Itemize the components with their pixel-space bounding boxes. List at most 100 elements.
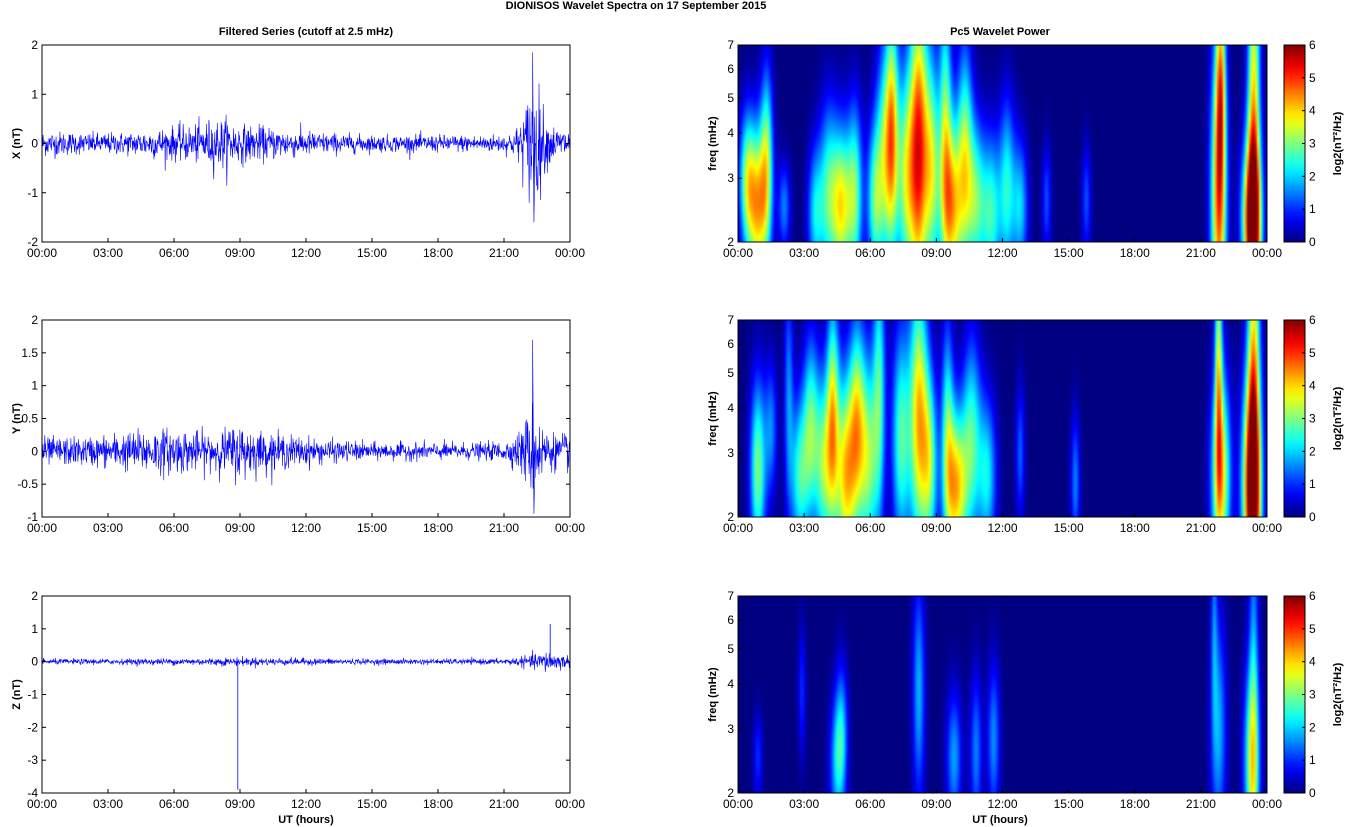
- ts-2-xtick-label: 21:00: [489, 797, 519, 811]
- ts-0-signal-line: [41, 52, 571, 223]
- wv-0-ytick-label: 3: [727, 171, 734, 185]
- wv-1-ylabel: freq (mHz): [707, 391, 719, 446]
- ts-1-xtick-label: 12:00: [291, 521, 321, 535]
- wv-1-colorbar-tick-label: 2: [1309, 444, 1316, 458]
- ts-1-ytick-label: 1: [31, 379, 38, 393]
- wv-0-ytick-label: 2: [727, 235, 734, 249]
- ts-0-ytick-label: 1: [31, 87, 38, 101]
- wv-0-colorbar-tick-label: 2: [1309, 169, 1316, 183]
- wv-2-colorbar-tick-label: 6: [1309, 589, 1316, 603]
- wv-0-colorbar: [1283, 44, 1306, 243]
- ts-1-xtick-label: 00:00: [27, 521, 57, 535]
- ts-0-ytick-label: 0: [31, 137, 38, 151]
- wv-0-ytick-label: 6: [727, 62, 734, 76]
- wv-1-ytick-label: 4: [727, 401, 734, 415]
- wv-1-xtick-label: 21:00: [1186, 521, 1216, 535]
- wv-2-ylabel: freq (mHz): [707, 667, 719, 722]
- wv-2-xtick-label: 06:00: [855, 797, 885, 811]
- wv-1-ytick-label: 5: [727, 366, 734, 380]
- wv-0-xtick-label: 21:00: [1186, 246, 1216, 260]
- ts-1-ylabel: Y (nT): [11, 403, 23, 434]
- ts-0-xtick-label: 00:00: [27, 246, 57, 260]
- ts-1-plot-area: [42, 320, 570, 517]
- wv-2-xtick-label: 03:00: [789, 797, 819, 811]
- wv-1-colorbar-tick-label: 1: [1309, 477, 1316, 491]
- wv-2-xtick-label: 09:00: [921, 797, 951, 811]
- wv-0-ylabel: freq (mHz): [707, 116, 719, 171]
- wv-0-xtick-label: 12:00: [987, 246, 1017, 260]
- ts-2-ytick-label: -4: [27, 786, 38, 800]
- ts-1-xtick-label: 00:00: [555, 521, 585, 535]
- wv-2-ytick-label: 7: [727, 589, 734, 603]
- ts-1-ytick-label: 0: [31, 444, 38, 458]
- ts-1-ytick-label: 0.5: [21, 412, 38, 426]
- wv-1-xtick-label: 00:00: [1252, 521, 1282, 535]
- wv-1-colorbar-label: log2(nT²/Hz): [1332, 386, 1344, 450]
- wv-0-xtick-label: 06:00: [855, 246, 885, 260]
- wv-2-colorbar: [1283, 595, 1306, 794]
- ts-0-xtick-label: 03:00: [93, 246, 123, 260]
- ts-0-xtick-label: 06:00: [159, 246, 189, 260]
- wv-0-colorbar-tick-label: 3: [1309, 137, 1316, 151]
- wv-0-power-map: [738, 45, 1267, 242]
- wv-2-colorbar-tick-label: 5: [1309, 622, 1316, 636]
- wv-0-colorbar-tick-label: 0: [1309, 235, 1316, 249]
- wv-2-power-map: [738, 596, 1267, 793]
- wv-1-colorbar-tick-label: 4: [1309, 379, 1316, 393]
- wv-0-xtick-label: 00:00: [1252, 246, 1282, 260]
- wv-1-ytick-label: 7: [727, 313, 734, 327]
- ts-2-ylabel: Z (nT): [11, 679, 23, 710]
- wv-0-xtick-label: 15:00: [1054, 246, 1084, 260]
- right-xlabel: UT (hours): [972, 814, 1028, 826]
- wv-0-colorbar-tick-label: 1: [1309, 202, 1316, 216]
- wv-1-xtick-label: 03:00: [789, 521, 819, 535]
- wv-0-ytick-label: 5: [727, 91, 734, 105]
- ts-2-xtick-label: 06:00: [159, 797, 189, 811]
- wv-0-ytick-label: 7: [727, 38, 734, 52]
- wv-2-ytick-label: 2: [727, 786, 734, 800]
- ts-0-ytick-label: -1: [27, 186, 38, 200]
- ts-2-xtick-label: 00:00: [555, 797, 585, 811]
- ts-2-xtick-label: 09:00: [225, 797, 255, 811]
- ts-1-xtick-label: 21:00: [489, 521, 519, 535]
- wv-0-colorbar-tick-label: 5: [1309, 71, 1316, 85]
- ts-0-ytick-label: 2: [31, 38, 38, 52]
- wv-2-ytick-label: 6: [727, 613, 734, 627]
- wv-2-colorbar-label: log2(nT²/Hz): [1332, 662, 1344, 726]
- ts-0-xtick-label: 15:00: [357, 246, 387, 260]
- wv-1-colorbar-tick-label: 5: [1309, 346, 1316, 360]
- ts-0-xtick-label: 18:00: [423, 246, 453, 260]
- ts-1-xtick-label: 18:00: [423, 521, 453, 535]
- wv-2-xtick-label: 18:00: [1120, 797, 1150, 811]
- ts-0-ytick-label: -2: [27, 235, 38, 249]
- ts-1-signal-line: [41, 339, 571, 514]
- ts-1-ytick-label: 2: [31, 313, 38, 327]
- figure-title: DIONISOS Wavelet Spectra on 17 September…: [506, 0, 767, 12]
- ts-2-ytick-label: 1: [31, 622, 38, 636]
- wv-2-colorbar-tick-label: 1: [1309, 753, 1316, 767]
- wv-1-colorbar-tick-label: 0: [1309, 510, 1316, 524]
- wv-1-colorbar-tick-label: 6: [1309, 313, 1316, 327]
- left-xlabel: UT (hours): [278, 814, 334, 826]
- ts-1-xtick-label: 09:00: [225, 521, 255, 535]
- ts-1-ytick-label: -1: [27, 510, 38, 524]
- ts-2-xtick-label: 18:00: [423, 797, 453, 811]
- ts-1-xtick-label: 15:00: [357, 521, 387, 535]
- wv-2-colorbar-tick-label: 4: [1309, 655, 1316, 669]
- wv-1-ytick-label: 6: [727, 337, 734, 351]
- ts-1-xtick-label: 06:00: [159, 521, 189, 535]
- wv-2-colorbar-tick-label: 2: [1309, 720, 1316, 734]
- ts-2-ytick-label: -1: [27, 688, 38, 702]
- ts-0-xtick-label: 09:00: [225, 246, 255, 260]
- ts-2-xtick-label: 12:00: [291, 797, 321, 811]
- wv-0-colorbar-tick-label: 4: [1309, 104, 1316, 118]
- ts-2-ytick-label: -2: [27, 720, 38, 734]
- ts-0-xtick-label: 21:00: [489, 246, 519, 260]
- wv-2-xtick-label: 00:00: [1252, 797, 1282, 811]
- wv-1-ytick-label: 3: [727, 446, 734, 460]
- wv-1-xtick-label: 12:00: [987, 521, 1017, 535]
- wv-2-ytick-label: 4: [727, 677, 734, 691]
- wv-2-colorbar-tick-label: 3: [1309, 688, 1316, 702]
- wv-1-colorbar-tick-label: 3: [1309, 412, 1316, 426]
